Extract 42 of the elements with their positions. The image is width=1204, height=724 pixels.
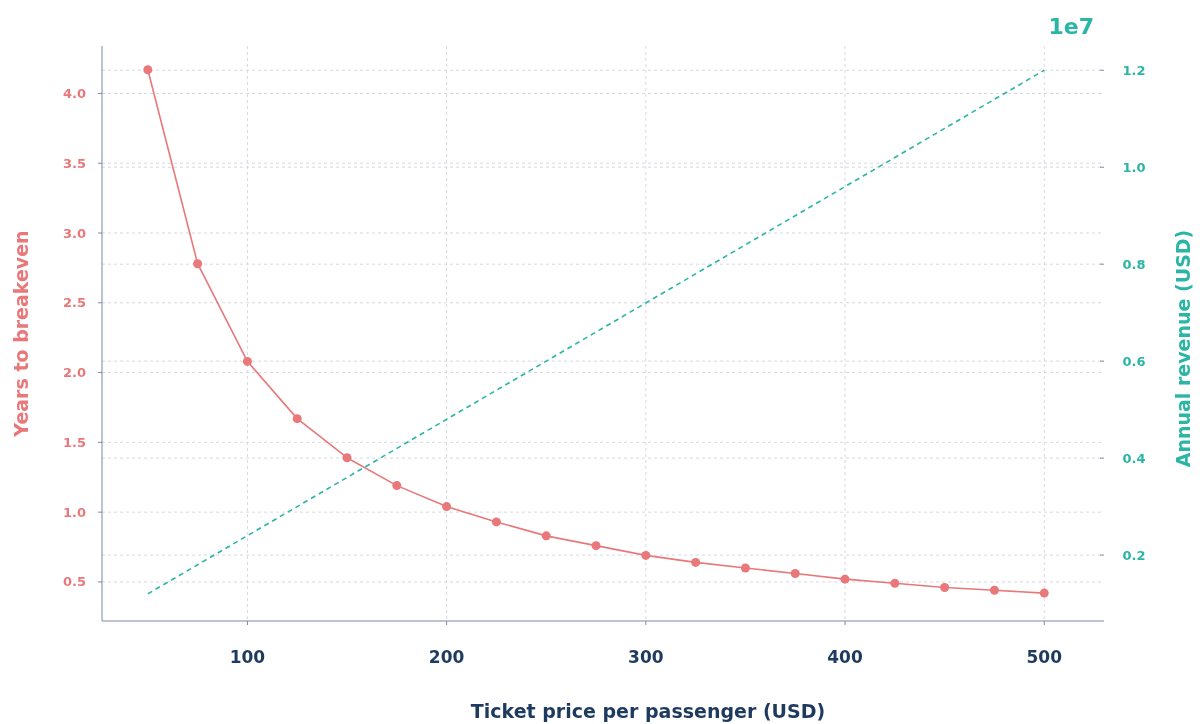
point	[890, 578, 900, 588]
point	[790, 569, 800, 579]
x-tick-label: 200	[428, 647, 465, 667]
x-tick-label: 300	[628, 647, 664, 667]
y-tick-label: 2.5	[62, 295, 86, 311]
y2-tick-label: 1.0	[1122, 159, 1146, 175]
point	[1039, 588, 1049, 598]
y-tick-label: 4.0	[62, 86, 86, 101]
point	[392, 481, 402, 491]
point	[691, 557, 701, 567]
point	[442, 502, 452, 512]
y2-tick-label: 0.6	[1122, 353, 1146, 369]
y2-tick-label: 0.2	[1122, 547, 1146, 563]
x-tick-label: 500	[1026, 647, 1063, 667]
y-axis-title: Years to breakeven	[10, 230, 32, 438]
point	[940, 583, 950, 593]
y2-tick-label: 0.4	[1122, 450, 1146, 466]
y-tick-label: 3.0	[62, 225, 86, 241]
x-tick-label: 100	[229, 647, 266, 667]
point	[840, 574, 850, 584]
y2-tick-label: 1.2	[1122, 62, 1146, 78]
point	[143, 65, 153, 75]
point	[591, 541, 601, 551]
y-tick-label: 0.5	[62, 574, 86, 590]
y-tick-label: 3.5	[62, 155, 86, 171]
x-axis-title: Ticket price per passenger (USD)	[470, 700, 826, 722]
y-tick-label: 1.0	[62, 504, 86, 520]
point	[541, 531, 551, 541]
y-tick-label: 2.0	[62, 365, 86, 381]
point	[491, 517, 501, 527]
point	[342, 453, 352, 463]
point	[193, 259, 203, 269]
point	[740, 563, 750, 573]
point	[292, 414, 302, 424]
point	[641, 550, 651, 560]
text: 1e7	[1048, 14, 1094, 39]
point	[242, 356, 252, 366]
y2-tick-label: 0.8	[1122, 256, 1146, 272]
y2-axis-title: Annual revenue (USD)	[1172, 229, 1194, 468]
point	[989, 585, 999, 595]
y-tick-label: 1.5	[62, 434, 86, 450]
x-tick-label: 400	[827, 647, 863, 667]
